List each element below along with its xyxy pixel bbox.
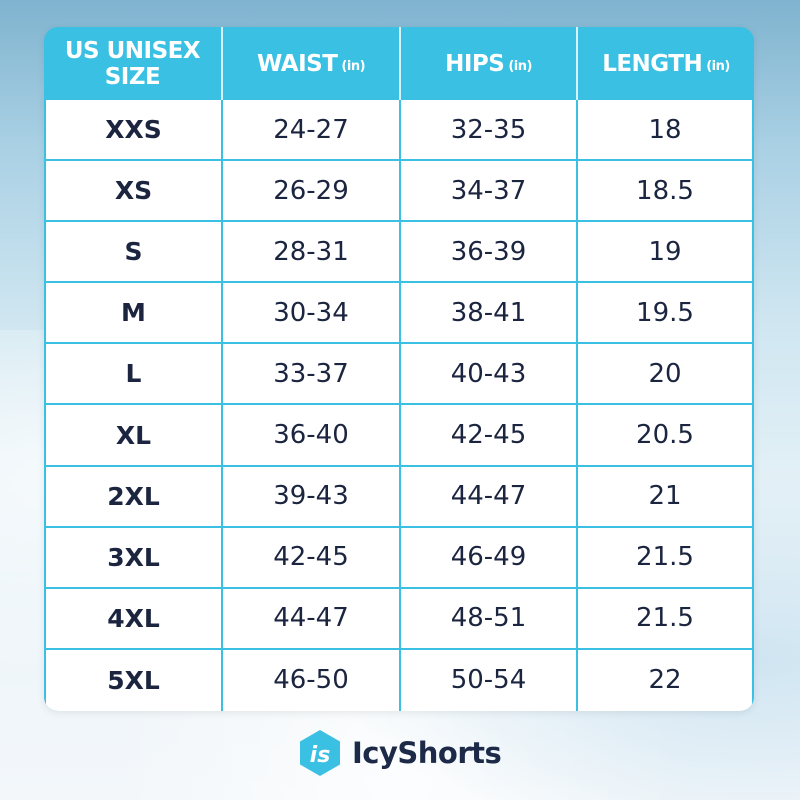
table-row: XXS 24-27 32-35 18 — [46, 100, 752, 162]
table-row: 4XL 44-47 48-51 21.5 — [46, 588, 752, 650]
table-row: L 33-37 40-43 20 — [46, 344, 752, 406]
cell-waist: 33-37 — [223, 344, 401, 406]
unit-label: (in) — [508, 58, 532, 74]
cell-length: 21.5 — [578, 527, 752, 589]
cell-waist: 24-27 — [223, 100, 401, 162]
cell-length: 21.5 — [578, 588, 752, 650]
cell-length: 19 — [578, 222, 752, 284]
cell-size: XL — [46, 405, 223, 467]
cell-hips: 32-35 — [401, 100, 578, 162]
cell-waist: 46-50 — [223, 649, 401, 711]
cell-hips: 42-45 — [401, 405, 578, 467]
cell-size: 2XL — [46, 466, 223, 528]
header-size: US UNISEX SIZE — [44, 27, 223, 100]
table-row: 5XL 46-50 50-54 22 — [46, 649, 752, 711]
table-row: 2XL 39-43 44-47 21 — [46, 466, 752, 528]
cell-length: 18 — [578, 100, 752, 162]
header-length-label: LENGTH — [602, 50, 703, 77]
header-waist: WAIST (in) — [223, 27, 401, 100]
cell-size: XS — [46, 161, 223, 223]
table-row: S 28-31 36-39 19 — [46, 222, 752, 284]
cell-waist: 44-47 — [223, 588, 401, 650]
cell-waist: 26-29 — [223, 161, 401, 223]
cell-hips: 50-54 — [401, 649, 578, 711]
cell-waist: 42-45 — [223, 527, 401, 589]
table-header: US UNISEX SIZE WAIST (in) HIPS (in) LENGTH… — [44, 27, 754, 100]
table-body: XXS 24-27 32-35 18 XS 26-29 34-37 18.5 S 28-31 36-… — [46, 100, 752, 711]
brand-logo: is IcyShorts — [298, 729, 502, 777]
cell-waist: 36-40 — [223, 405, 401, 467]
cell-size: XXS — [46, 100, 223, 162]
svg-text:is: is — [310, 743, 331, 768]
cell-length: 21 — [578, 466, 752, 528]
header-waist-label: WAIST — [256, 50, 338, 77]
header-length: LENGTH (in) — [578, 27, 754, 100]
cell-hips: 36-39 — [401, 222, 578, 284]
cell-size: S — [46, 222, 223, 284]
cell-size: L — [46, 344, 223, 406]
size-chart-table: US UNISEX SIZE WAIST (in) HIPS (in) LENGTH… — [44, 27, 754, 711]
cell-length: 22 — [578, 649, 752, 711]
brand-name: IcyShorts — [352, 736, 502, 770]
cell-waist: 39-43 — [223, 466, 401, 528]
cell-size: 3XL — [46, 527, 223, 589]
unit-label: (in) — [341, 58, 366, 74]
cell-length: 19.5 — [578, 283, 752, 345]
logo-hexagon-icon: is — [300, 730, 340, 776]
cell-size: M — [46, 283, 223, 345]
cell-waist: 30-34 — [223, 283, 401, 345]
table-row: XS 26-29 34-37 18.5 — [46, 161, 752, 223]
unit-label: (in) — [706, 58, 730, 74]
table-row: XL 36-40 42-45 20.5 — [46, 405, 752, 467]
cell-size: 4XL — [46, 588, 223, 650]
cell-hips: 46-49 — [401, 527, 578, 589]
header-hips: HIPS (in) — [401, 27, 578, 100]
cell-size: 5XL — [46, 649, 223, 711]
cell-hips: 34-37 — [401, 161, 578, 223]
cell-length: 20.5 — [578, 405, 752, 467]
cell-waist: 28-31 — [223, 222, 401, 284]
cell-length: 20 — [578, 344, 752, 406]
table-row: M 30-34 38-41 19.5 — [46, 283, 752, 345]
cell-length: 18.5 — [578, 161, 752, 223]
table-row: 3XL 42-45 46-49 21.5 — [46, 527, 752, 589]
header-size-label: US UNISEX SIZE — [64, 37, 201, 90]
cell-hips: 44-47 — [401, 466, 578, 528]
cell-hips: 40-43 — [401, 344, 578, 406]
header-hips-label: HIPS — [445, 50, 505, 77]
cell-hips: 48-51 — [401, 588, 578, 650]
cell-hips: 38-41 — [401, 283, 578, 345]
